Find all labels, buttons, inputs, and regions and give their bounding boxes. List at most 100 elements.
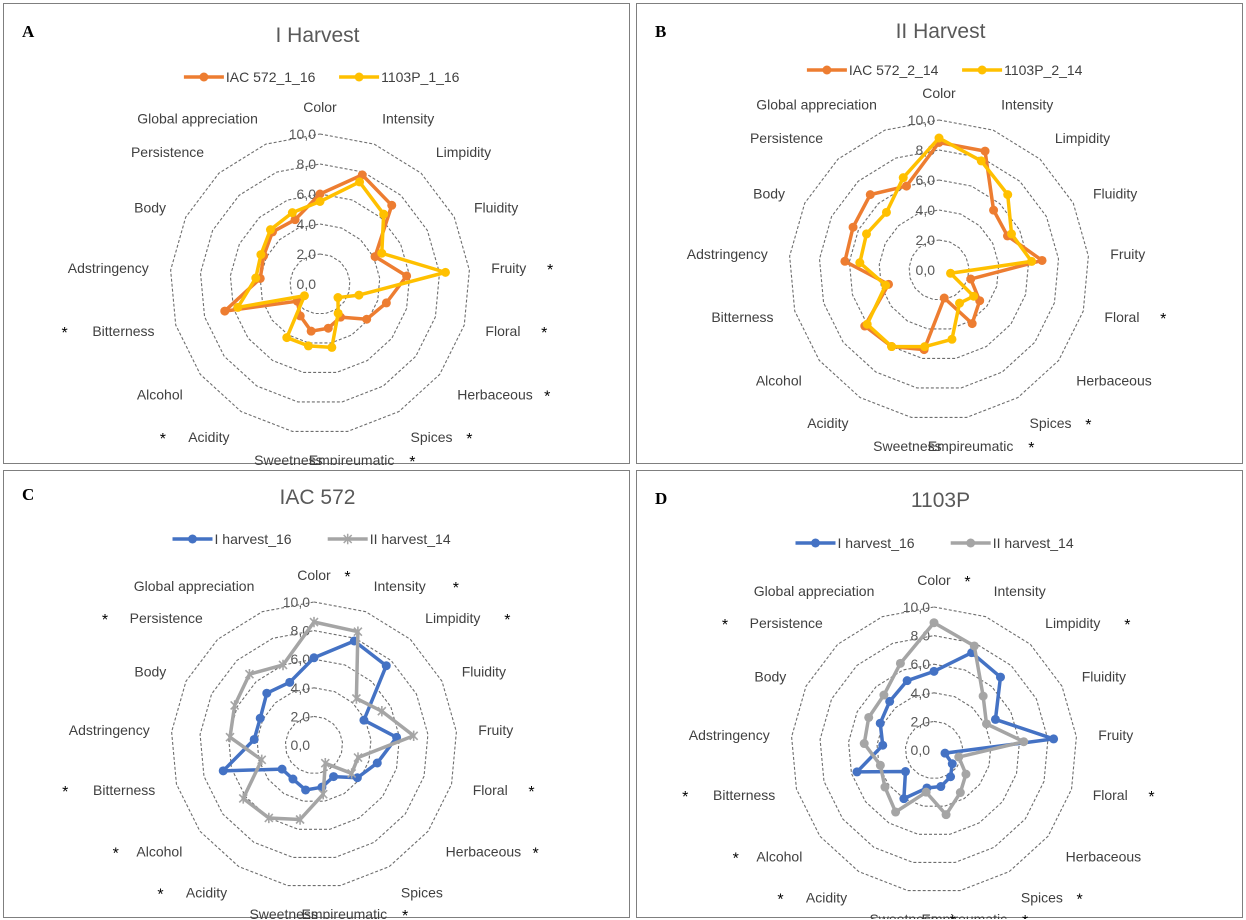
tick-label: 4,0 <box>911 685 931 701</box>
data-point <box>976 156 986 166</box>
axis-label: Adstringency <box>689 727 770 743</box>
significance-star: * <box>102 612 108 629</box>
series-line <box>843 140 1044 352</box>
axis-label: Limpidity <box>425 610 480 626</box>
axis-label: Bitterness <box>711 309 773 325</box>
data-point <box>840 256 850 266</box>
significance-star: * <box>1085 417 1091 434</box>
data-point <box>440 267 450 277</box>
data-point <box>969 291 979 301</box>
axis-label: Fluidity <box>1093 185 1137 201</box>
data-point <box>899 794 909 804</box>
grid-ring <box>848 663 1020 835</box>
significance-star: * <box>528 784 534 801</box>
data-point <box>306 326 316 336</box>
axis-label: Intensity <box>382 111 434 127</box>
tick-label: 0,0 <box>291 737 311 753</box>
grid-ring <box>878 209 1000 330</box>
grid-ring <box>259 223 381 344</box>
data-point <box>287 208 297 218</box>
data-point <box>220 306 230 316</box>
grid-ring <box>170 133 470 432</box>
tick-label: 6,0 <box>916 172 936 188</box>
axis-label: Sweetness <box>869 911 937 919</box>
radar-chart-b: II Harvest IAC 572_2_14 1103P_2_14 0,0 2,0 4,… <box>687 20 1167 457</box>
axis-label: Fluidity <box>474 199 518 215</box>
axis-label: Alcohol <box>756 373 802 389</box>
significance-star: * <box>777 891 783 908</box>
data-point <box>875 760 885 770</box>
data-point <box>946 772 956 782</box>
data-point <box>980 146 990 156</box>
significance-star: * <box>722 617 728 634</box>
axis-label: Floral <box>1104 309 1139 325</box>
axis-label: Limpidity <box>1045 615 1100 631</box>
axis-label: Fruity <box>478 722 513 738</box>
significance-star: * <box>160 431 166 448</box>
grid-ring <box>256 687 372 802</box>
significance-star: * <box>504 612 510 629</box>
panel-label-c: C <box>22 485 35 504</box>
axis-label: Sweetness <box>873 438 941 454</box>
data-point <box>941 810 951 820</box>
data-point <box>372 758 382 768</box>
data-point <box>362 314 372 324</box>
legend-item: IAC 572_1_16 <box>183 69 316 85</box>
axis-label: Empireumatic <box>928 438 1014 454</box>
data-point <box>1049 734 1059 744</box>
data-point <box>895 658 905 668</box>
significance-star: * <box>964 574 970 591</box>
radar-chart-c: IAC 572 I harvest_16 II harvest_14 0,0 2,0 4,… <box>62 486 539 919</box>
data-point <box>333 293 343 303</box>
data-point <box>354 290 364 300</box>
chart-title: I Harvest <box>275 24 359 47</box>
legend-item: II harvest_14 <box>327 531 451 547</box>
panel-b: B II Harvest IAC 572_2_14 1103P_2_14 0,0 2,0… <box>636 3 1243 464</box>
panel-label-a: A <box>22 22 35 41</box>
data-point <box>852 767 862 777</box>
significance-star: * <box>544 389 550 406</box>
data-point <box>370 252 380 262</box>
data-point <box>929 618 939 628</box>
significance-star: * <box>733 850 739 867</box>
data-point <box>323 323 333 333</box>
axis-label: Body <box>134 663 166 679</box>
axis-label: Adstringency <box>687 246 768 262</box>
data-point <box>353 626 363 637</box>
significance-star: * <box>547 262 553 279</box>
data-point <box>377 248 387 258</box>
axis-label: Global appreciation <box>137 111 258 127</box>
data-point <box>989 205 999 215</box>
panel-a: A I Harvest IAC 572_1_16 1103P_1_16 0,0 2,0 4… <box>3 3 630 465</box>
legend-item: II harvest_14 <box>950 535 1074 551</box>
tick-label: 2,0 <box>911 713 931 729</box>
data-point <box>920 342 930 352</box>
series-line <box>862 620 1026 817</box>
data-point <box>859 739 869 749</box>
data-point <box>875 718 885 728</box>
chart-title: II Harvest <box>896 20 986 43</box>
data-point <box>940 748 950 758</box>
axis-label: Bitterness <box>92 323 154 339</box>
data-point <box>1003 190 1013 200</box>
grid-ring <box>228 658 400 830</box>
tick-label: 0,0 <box>916 262 936 278</box>
tick-label: 2,0 <box>916 232 936 248</box>
data-point <box>327 342 337 352</box>
axis-label: Color <box>303 99 337 115</box>
axis-label: Intensity <box>374 578 426 594</box>
axis-label: Fluidity <box>1082 668 1126 684</box>
legend-item: I harvest_16 <box>795 535 915 551</box>
data-point <box>256 250 266 260</box>
data-point <box>352 773 362 783</box>
legend-marker <box>811 538 820 548</box>
data-point <box>282 333 292 343</box>
tick-label: 10,0 <box>289 126 316 142</box>
axis-label: Spices <box>1030 415 1072 431</box>
data-point <box>887 342 897 352</box>
significance-star: * <box>1148 789 1154 806</box>
data-point <box>381 661 391 671</box>
legend-item: IAC 572_2_14 <box>806 62 939 78</box>
significance-star: * <box>1124 617 1130 634</box>
data-point <box>318 788 328 800</box>
